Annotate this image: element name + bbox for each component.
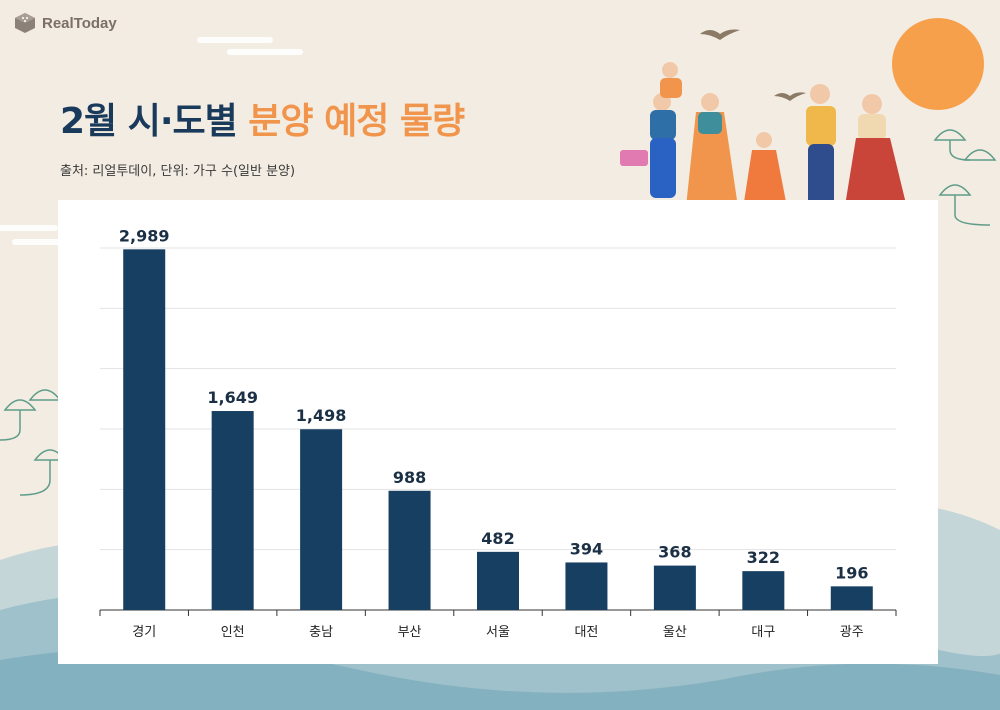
x-tick-label: 대구 bbox=[751, 625, 775, 640]
x-tick-label: 충남 bbox=[309, 625, 333, 640]
bar-value-label: 1,649 bbox=[207, 388, 258, 407]
bar-value-label: 368 bbox=[658, 543, 691, 562]
bar-value-label: 482 bbox=[481, 529, 514, 548]
x-tick-label: 인천 bbox=[221, 625, 245, 640]
pine-ornament-icon bbox=[933, 129, 997, 226]
bar bbox=[653, 565, 696, 610]
x-tick-label: 광주 bbox=[840, 625, 864, 640]
bar-chart: 2,989 경기 1,649 인천 1,498 충남 988 부산 482 서울 394 대전 368 울… bbox=[99, 226, 897, 640]
bar bbox=[477, 551, 519, 610]
bar bbox=[742, 571, 785, 610]
bar bbox=[565, 562, 608, 610]
chart-panel: 2,989 경기 1,649 인천 1,498 충남 988 부산 482 서울 394 대전 368 울… bbox=[58, 200, 938, 664]
bar-value-label: 322 bbox=[747, 548, 780, 567]
source-note: 출처: 리얼투데이, 단위: 가구 수(일반 분양) bbox=[60, 164, 296, 179]
bird-icon bbox=[774, 92, 806, 101]
cube-logo-icon bbox=[15, 13, 35, 33]
brand-logo: RealToday bbox=[14, 12, 117, 34]
pine-ornament-icon bbox=[0, 389, 67, 496]
x-tick-label: 서울 bbox=[486, 625, 510, 640]
bar-value-label: 394 bbox=[570, 539, 603, 558]
x-tick-label: 경기 bbox=[132, 625, 156, 640]
title-highlight: 분양 예정 물량 bbox=[248, 101, 465, 142]
bar-value-label: 1,498 bbox=[296, 406, 347, 425]
bar bbox=[300, 429, 343, 610]
x-tick-label: 부산 bbox=[398, 625, 422, 640]
bird-icon bbox=[700, 29, 740, 40]
page-title: 2월 시·도별 분양 예정 물량 bbox=[60, 92, 465, 144]
bar bbox=[830, 586, 873, 610]
bar bbox=[388, 490, 431, 610]
bar-value-label: 2,989 bbox=[119, 226, 170, 245]
bar bbox=[123, 249, 166, 610]
sun-decoration bbox=[892, 18, 984, 110]
x-tick-label: 대전 bbox=[574, 625, 598, 640]
x-tick-label: 울산 bbox=[663, 625, 687, 640]
title-main: 2월 시·도별 bbox=[60, 101, 238, 142]
bar-value-label: 988 bbox=[393, 468, 426, 487]
logo-text: RealToday bbox=[42, 14, 117, 32]
bar-value-label: 196 bbox=[835, 563, 868, 582]
bar bbox=[211, 411, 254, 610]
